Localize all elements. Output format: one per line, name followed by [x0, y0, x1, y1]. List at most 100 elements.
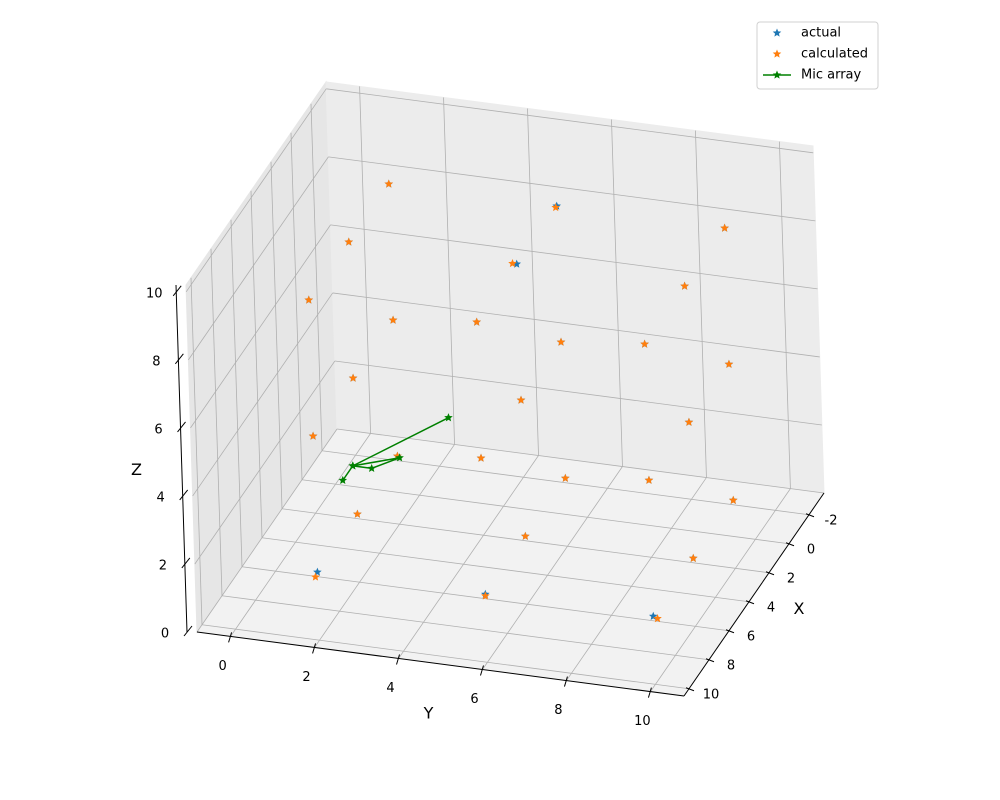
point [388, 315, 398, 324]
x-axis-label: X [794, 599, 805, 618]
grid-line [290, 132, 303, 480]
point [395, 453, 404, 462]
legend-box [756, 21, 879, 90]
grid-line [482, 466, 623, 670]
point [338, 475, 348, 485]
grid-line [281, 508, 770, 574]
y-axis [196, 631, 685, 697]
point [688, 553, 698, 562]
x-tick [725, 629, 735, 634]
y-tick [647, 687, 652, 698]
y-tick [480, 665, 484, 676]
y-tick-label: 0 [218, 659, 226, 674]
y-axis-label: Y [423, 704, 434, 723]
y-tick [563, 676, 568, 687]
y-tick [396, 654, 400, 665]
x-tick-label: -2 [825, 513, 838, 528]
grid-line [261, 537, 750, 603]
point [720, 223, 729, 232]
point [728, 495, 738, 504]
point [308, 431, 318, 440]
z-tick-label: 8 [152, 354, 160, 369]
grid-line [650, 488, 791, 692]
y-tick [312, 643, 317, 654]
y-tick-label: 4 [386, 681, 394, 696]
grid-line [321, 450, 810, 516]
legend-label: actual [801, 26, 841, 41]
point [551, 203, 560, 212]
grid-line [527, 108, 539, 456]
legend-marker [772, 28, 782, 37]
grid-line [779, 141, 791, 489]
z-tick-label: 0 [161, 627, 169, 642]
x-axis [683, 492, 825, 697]
x-tick-label: 10 [703, 687, 720, 702]
point [680, 281, 689, 290]
x-tick [705, 658, 715, 663]
z-tick [174, 353, 184, 365]
point [516, 395, 526, 404]
point [348, 461, 358, 470]
grid-line [192, 292, 334, 497]
point [344, 237, 354, 246]
z-tick [181, 557, 191, 569]
x-tick-label: 2 [787, 571, 795, 586]
grid-line [196, 428, 338, 633]
grid-line [336, 428, 825, 494]
grid-line [210, 248, 223, 596]
grid-line [241, 566, 730, 632]
grid-line [566, 477, 707, 681]
grid-line [190, 277, 203, 625]
z-tick [177, 421, 186, 433]
y-tick-label: 2 [302, 670, 310, 685]
legend-label: calculated [801, 47, 868, 62]
grid-line [695, 130, 707, 478]
point [556, 337, 566, 346]
grid-line [332, 292, 820, 358]
y-tick-label: 6 [470, 692, 478, 707]
point [444, 413, 453, 422]
grid-line [194, 360, 336, 565]
grid-line [250, 190, 263, 538]
x-tick [685, 687, 695, 692]
x-tick [745, 600, 755, 605]
z-tick-label: 4 [157, 490, 165, 505]
point [353, 509, 362, 518]
x-tick [765, 571, 775, 576]
grid-line [611, 119, 623, 467]
point [508, 259, 517, 268]
point [561, 473, 570, 482]
x-tick-label: 6 [747, 629, 755, 644]
point [311, 572, 320, 581]
point [367, 463, 376, 472]
point [653, 614, 662, 623]
point [521, 531, 530, 540]
grid-line [314, 444, 455, 648]
grid-line [221, 595, 710, 661]
x-tick-label: 0 [807, 542, 815, 557]
grid-line [310, 103, 323, 451]
x-tick-label: 4 [767, 600, 775, 615]
grid-line [359, 86, 371, 434]
grid-line [230, 219, 243, 567]
point [472, 317, 481, 326]
grid-line [398, 455, 539, 659]
z-tick [183, 625, 193, 637]
z-axis [175, 284, 188, 633]
grid-line [190, 224, 331, 429]
grid-line [334, 360, 822, 426]
y-tick-label: 8 [554, 703, 562, 718]
grid-line [301, 479, 790, 545]
point [640, 339, 649, 348]
x-tick-label: 8 [727, 658, 735, 673]
x-tick [805, 513, 815, 518]
z-tick [172, 285, 182, 297]
x-tick [785, 542, 795, 547]
z-tick-label: 2 [159, 558, 167, 573]
point [481, 591, 490, 600]
point [348, 373, 358, 382]
grid-line [188, 156, 329, 361]
z-axis-label: Z [131, 460, 142, 479]
point [724, 359, 734, 368]
